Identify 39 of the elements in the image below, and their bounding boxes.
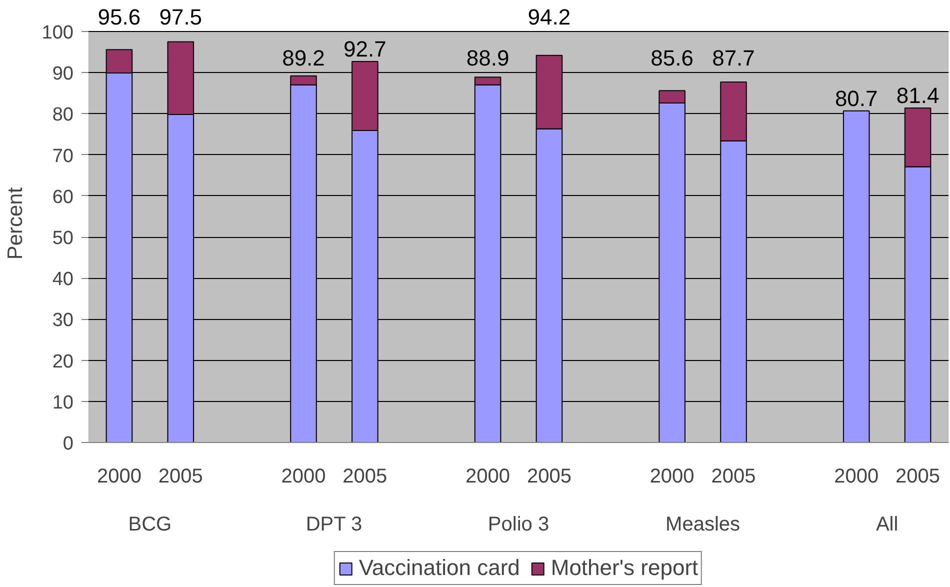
- total-label: 87.7: [712, 46, 755, 71]
- y-tick-label: 90: [52, 64, 74, 85]
- x-tick-label: 2005: [896, 466, 940, 488]
- y-tick-label: 70: [52, 146, 74, 167]
- y-tick-label: 30: [52, 310, 74, 332]
- total-label: 95.6: [98, 4, 141, 30]
- y-tick-label: 50: [52, 228, 74, 249]
- total-label: 80.7: [834, 86, 878, 111]
- y-tick-label: 20: [52, 351, 74, 372]
- text: Measles: [666, 514, 740, 536]
- y-tick-label: 100: [42, 22, 74, 44]
- y-axis-title: Percent: [4, 187, 27, 260]
- text: All: [876, 514, 898, 536]
- x-tick-label: 2000: [834, 466, 879, 488]
- total-label: 85.6: [650, 46, 694, 71]
- x-tick-label: 2000: [96, 466, 142, 488]
- y-tick-label: 0: [62, 434, 74, 454]
- text: BCG: [128, 514, 172, 536]
- legend-label: Vaccination card: [358, 555, 520, 581]
- y-tick-label: 60: [52, 186, 74, 208]
- total-label: 88.9: [466, 46, 510, 71]
- x-tick-label: 2005: [711, 466, 756, 488]
- y-tick-label: 40: [52, 269, 74, 290]
- x-tick-label: 2005: [342, 466, 388, 488]
- total-label: 81.4: [896, 82, 940, 108]
- text: Polio 3: [488, 514, 550, 536]
- total-label: 92.7: [344, 36, 386, 62]
- x-tick-label: 2000: [466, 466, 510, 488]
- y-tick-label: 80: [52, 104, 74, 126]
- y-tick-label: 10: [52, 392, 74, 414]
- total-label: 89.2: [282, 46, 325, 71]
- x-tick-label: 2005: [526, 466, 572, 488]
- text: DPT 3: [306, 514, 362, 536]
- x-tick-label: 2005: [158, 466, 203, 488]
- x-tick-label: 2000: [650, 466, 694, 488]
- total-label: 97.5: [159, 4, 202, 30]
- legend-label: Mother's report: [550, 555, 698, 581]
- x-tick-label: 2000: [281, 466, 326, 488]
- total-label: 94.2: [528, 4, 571, 30]
